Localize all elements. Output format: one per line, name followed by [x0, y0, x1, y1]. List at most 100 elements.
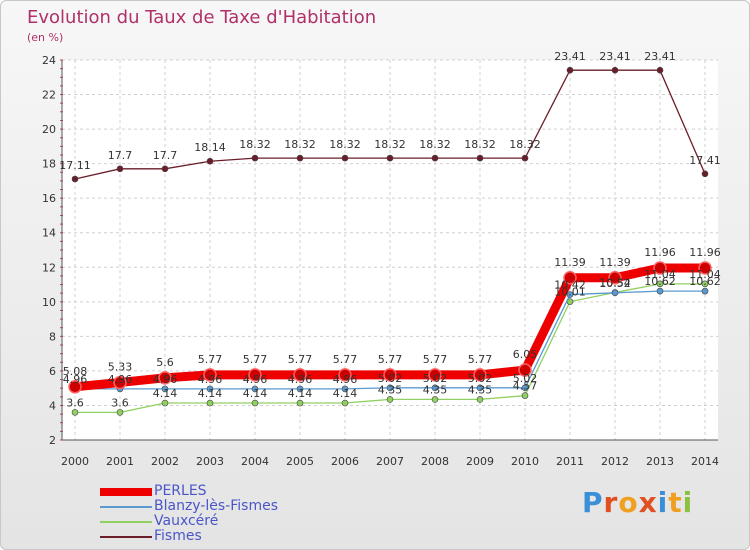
data-point [161, 385, 169, 393]
data-label: 11.96 [689, 246, 721, 259]
y-tick-label: 10 [42, 296, 56, 309]
data-label: 5.02 [378, 372, 403, 385]
data-label: 10.62 [644, 275, 676, 288]
x-tick-label: 2010 [511, 455, 539, 468]
data-point [206, 385, 214, 393]
proxiti-logo: Proxiti [582, 486, 693, 519]
data-point [248, 368, 262, 382]
data-label: 4.14 [288, 387, 313, 400]
x-tick-label: 2013 [646, 455, 674, 468]
data-point [428, 368, 442, 382]
data-point [116, 165, 124, 173]
data-label: 3.6 [66, 396, 84, 409]
data-label: 17.7 [108, 149, 133, 162]
data-point [251, 399, 259, 407]
logo-letter: i [657, 486, 669, 519]
y-tick-label: 24 [42, 54, 56, 67]
data-point [71, 409, 79, 416]
data-point [566, 66, 574, 74]
data-label: 4.14 [333, 387, 358, 400]
data-label: 23.41 [554, 50, 586, 63]
data-label: 5.02 [513, 372, 538, 385]
data-label: 5.77 [423, 353, 448, 366]
y-tick-label: 6 [49, 365, 56, 378]
legend-label: PERLES [154, 483, 207, 499]
y-tick-label: 16 [42, 192, 56, 205]
data-point [203, 368, 217, 382]
data-label: 18.32 [419, 138, 451, 151]
y-tick-label: 18 [42, 158, 56, 171]
data-point [701, 287, 709, 295]
logo-letter: t [668, 486, 683, 519]
data-point [386, 154, 394, 162]
legend-swatch [100, 506, 152, 508]
data-point [296, 385, 304, 393]
data-point [341, 154, 349, 162]
data-label: 11.39 [599, 256, 631, 269]
data-point [521, 154, 529, 162]
data-point [476, 154, 484, 162]
data-label: 18.32 [329, 138, 361, 151]
data-label: 5.02 [423, 372, 448, 385]
data-label: 3.6 [111, 396, 129, 409]
data-point [341, 385, 349, 393]
data-point [701, 170, 709, 178]
chart-title: Evolution du Taux de Taxe d'Habitation [27, 7, 377, 28]
data-point [113, 375, 127, 390]
data-label: 4.96 [333, 373, 358, 386]
y-tick-label: 20 [42, 123, 56, 136]
data-point [338, 368, 352, 382]
data-label: 4.96 [198, 373, 223, 386]
data-point [518, 363, 532, 377]
data-point [296, 154, 304, 162]
data-point [431, 154, 439, 162]
data-point [251, 154, 259, 162]
data-point [656, 287, 664, 295]
data-label: 5.77 [198, 353, 223, 366]
data-point [431, 396, 439, 403]
x-tick-label: 2003 [196, 455, 224, 468]
data-point [611, 66, 619, 74]
data-label: 5.6 [156, 356, 174, 369]
data-point [251, 385, 259, 393]
data-point [563, 271, 577, 285]
x-tick-label: 2002 [151, 455, 179, 468]
data-point [476, 396, 484, 403]
y-tick-label: 12 [42, 261, 56, 274]
data-label: 4.14 [153, 387, 178, 400]
data-point [698, 261, 712, 275]
legend-swatch [100, 536, 152, 538]
data-point [383, 368, 397, 382]
legend-label: Blanzy-lès-Fismes [154, 498, 278, 514]
x-tick-label: 2006 [331, 455, 359, 468]
data-point [206, 399, 214, 407]
data-label: 23.41 [644, 50, 676, 63]
data-point [701, 280, 709, 288]
data-label: 5.33 [108, 360, 133, 373]
data-label: 4.96 [63, 373, 88, 386]
data-point [293, 368, 307, 382]
y-tick-label: 22 [42, 89, 56, 102]
legend-label: Fismes [154, 528, 202, 544]
y-tick-label: 14 [42, 227, 56, 240]
data-label: 17.7 [153, 149, 178, 162]
data-point [611, 289, 619, 297]
data-label: 18.32 [284, 138, 316, 151]
data-label: 10.01 [554, 286, 586, 299]
x-tick-label: 2012 [601, 455, 629, 468]
x-tick-label: 2014 [691, 455, 719, 468]
data-point [521, 384, 529, 392]
data-label: 4.57 [513, 380, 538, 393]
data-label: 10.54 [599, 276, 631, 289]
data-label: 23.41 [599, 50, 631, 63]
data-label: 5.77 [468, 353, 493, 366]
data-label: 5.77 [243, 353, 268, 366]
data-point [206, 157, 214, 165]
x-tick-label: 2005 [286, 455, 314, 468]
data-label: 18.32 [374, 138, 406, 151]
data-label: 11.04 [644, 268, 676, 281]
data-point [161, 165, 169, 173]
logo-letter: x [638, 486, 658, 519]
chart-unit: (en %) [27, 31, 64, 44]
data-point [476, 384, 484, 392]
